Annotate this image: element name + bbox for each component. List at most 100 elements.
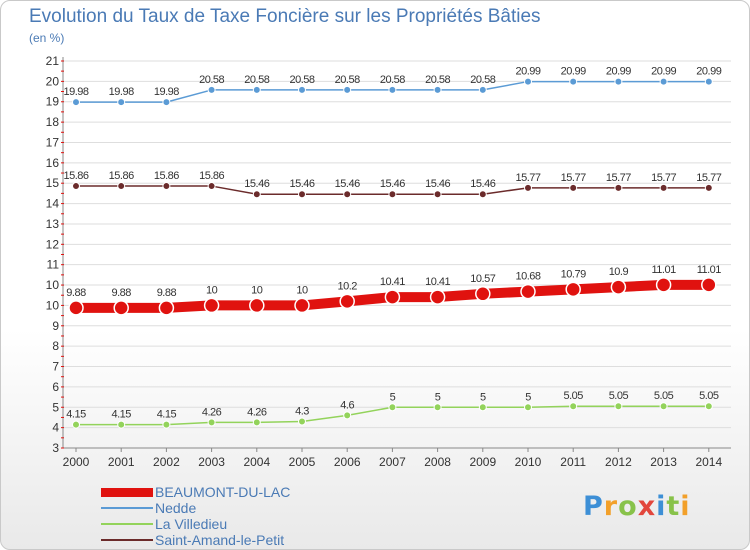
data-label-saint-amand-le-petit: 15.46 bbox=[380, 178, 405, 190]
data-label-nedde: 19.98 bbox=[154, 86, 179, 98]
x-tick-label: 2010 bbox=[515, 455, 542, 469]
data-point-la-villedieu bbox=[72, 420, 80, 429]
data-point-la-villedieu bbox=[388, 403, 397, 412]
data-label-beaumont-du-lac: 9.88 bbox=[66, 287, 86, 299]
data-label-beaumont-du-lac: 10 bbox=[206, 284, 218, 296]
data-point-beaumont-du-lac bbox=[610, 279, 627, 295]
data-label-saint-amand-le-petit: 15.77 bbox=[651, 172, 676, 184]
data-label-saint-amand-le-petit: 15.46 bbox=[289, 178, 314, 190]
data-point-beaumont-du-lac bbox=[339, 293, 355, 310]
data-label-nedde: 20.58 bbox=[199, 74, 224, 86]
data-label-saint-amand-le-petit: 15.77 bbox=[696, 172, 721, 184]
data-label-saint-amand-le-petit: 15.46 bbox=[425, 178, 450, 190]
data-label-la-villedieu: 5.05 bbox=[609, 390, 629, 402]
data-point-nedde bbox=[343, 85, 352, 94]
proxiti-logo: Proxiti bbox=[583, 491, 691, 522]
legend-swatch bbox=[101, 487, 153, 497]
data-label-beaumont-du-lac: 11.01 bbox=[697, 264, 722, 276]
y-tick-label: 16 bbox=[46, 156, 60, 170]
data-label-beaumont-du-lac: 10.2 bbox=[337, 280, 357, 292]
data-label-nedde: 20.58 bbox=[289, 74, 314, 86]
data-point-la-villedieu bbox=[252, 418, 261, 427]
data-point-nedde bbox=[252, 85, 261, 94]
data-point-beaumont-du-lac bbox=[565, 281, 581, 298]
data-point-saint-amand-le-petit bbox=[207, 182, 216, 191]
y-tick-label: 21 bbox=[46, 54, 60, 68]
data-label-la-villedieu: 5 bbox=[525, 391, 531, 403]
y-tick-label: 8 bbox=[52, 339, 59, 353]
data-label-beaumont-du-lac: 10.9 bbox=[609, 266, 629, 278]
data-label-beaumont-du-lac: 10.57 bbox=[470, 273, 495, 285]
data-point-beaumont-du-lac bbox=[701, 277, 717, 293]
logo-letter: x bbox=[637, 491, 657, 522]
data-label-saint-amand-le-petit: 15.86 bbox=[109, 170, 134, 182]
data-label-beaumont-du-lac: 10.79 bbox=[561, 268, 586, 280]
y-tick-label: 14 bbox=[46, 197, 60, 211]
x-tick-label: 2002 bbox=[153, 455, 180, 469]
data-label-la-villedieu: 5 bbox=[390, 391, 396, 403]
data-point-saint-amand-le-petit bbox=[298, 190, 306, 199]
x-tick-label: 2006 bbox=[334, 455, 361, 469]
x-tick-label: 2003 bbox=[198, 455, 225, 469]
data-label-saint-amand-le-petit: 15.46 bbox=[470, 178, 495, 190]
data-point-nedde bbox=[614, 77, 623, 86]
legend-label: BEAUMONT-DU-LAC bbox=[155, 484, 291, 500]
data-label-nedde: 20.99 bbox=[696, 66, 721, 78]
data-point-la-villedieu bbox=[478, 403, 487, 412]
data-point-saint-amand-le-petit bbox=[388, 190, 397, 199]
data-label-la-villedieu: 4.26 bbox=[247, 406, 267, 418]
data-label-la-villedieu: 5 bbox=[435, 391, 441, 403]
x-tick-label: 2004 bbox=[243, 455, 270, 469]
data-point-la-villedieu bbox=[614, 402, 623, 411]
x-tick-label: 2011 bbox=[560, 455, 586, 469]
data-label-beaumont-du-lac: 10.41 bbox=[425, 276, 450, 288]
data-point-nedde bbox=[72, 98, 80, 107]
data-label-nedde: 20.99 bbox=[561, 66, 586, 78]
y-tick-label: 10 bbox=[46, 298, 60, 312]
data-point-saint-amand-le-petit bbox=[614, 183, 623, 192]
y-tick-label: 19 bbox=[46, 95, 60, 109]
data-point-la-villedieu bbox=[704, 402, 713, 411]
data-point-saint-amand-le-petit bbox=[524, 183, 532, 192]
data-label-nedde: 20.99 bbox=[606, 66, 631, 78]
data-point-saint-amand-le-petit bbox=[433, 190, 442, 199]
line-chart: 3 4 5 6 7 8 9 10 10 11 12 13 14 15 16 17 18 19 20 21 2000 200… bbox=[46, 54, 731, 469]
data-point-la-villedieu bbox=[524, 403, 532, 412]
data-point-beaumont-du-lac bbox=[203, 297, 220, 314]
data-label-saint-amand-le-petit: 15.86 bbox=[63, 170, 88, 182]
logo-letter: t bbox=[666, 491, 681, 522]
y-tick-label: 6 bbox=[52, 380, 59, 394]
data-point-saint-amand-le-petit bbox=[704, 183, 713, 192]
y-tick-label: 18 bbox=[46, 115, 60, 129]
y-tick-label: 13 bbox=[46, 217, 60, 231]
legend-swatch bbox=[101, 523, 153, 525]
data-point-beaumont-du-lac bbox=[520, 283, 536, 300]
data-label-beaumont-du-lac: 10 bbox=[251, 284, 263, 296]
data-label-nedde: 20.99 bbox=[515, 66, 540, 78]
data-point-saint-amand-le-petit bbox=[72, 182, 80, 191]
data-point-saint-amand-le-petit bbox=[252, 190, 261, 199]
x-tick-label: 2007 bbox=[379, 455, 406, 469]
data-point-nedde bbox=[433, 85, 442, 94]
data-point-nedde bbox=[117, 98, 126, 107]
data-point-beaumont-du-lac bbox=[429, 289, 446, 305]
data-point-nedde bbox=[162, 98, 171, 107]
legend-label: Nedde bbox=[155, 500, 197, 516]
y-tick-label: 12 bbox=[46, 237, 60, 251]
data-point-nedde bbox=[388, 85, 397, 94]
data-point-la-villedieu bbox=[433, 403, 442, 412]
y-tick-label: 3 bbox=[52, 441, 59, 455]
logo-letter: o bbox=[618, 491, 638, 522]
data-point-saint-amand-le-petit bbox=[569, 183, 578, 192]
data-point-beaumont-du-lac bbox=[475, 286, 491, 302]
data-label-saint-amand-le-petit: 15.77 bbox=[561, 172, 586, 184]
x-tick-label: 2012 bbox=[605, 455, 632, 469]
data-label-la-villedieu: 4.15 bbox=[157, 409, 177, 421]
data-label-la-villedieu: 5 bbox=[480, 391, 486, 403]
legend-swatch bbox=[101, 539, 153, 541]
data-point-la-villedieu bbox=[298, 417, 306, 426]
y-tick-label: 15 bbox=[46, 176, 60, 190]
data-point-beaumont-du-lac bbox=[294, 297, 310, 314]
legend-swatch bbox=[101, 507, 153, 509]
data-label-beaumont-du-lac: 9.88 bbox=[157, 287, 177, 299]
